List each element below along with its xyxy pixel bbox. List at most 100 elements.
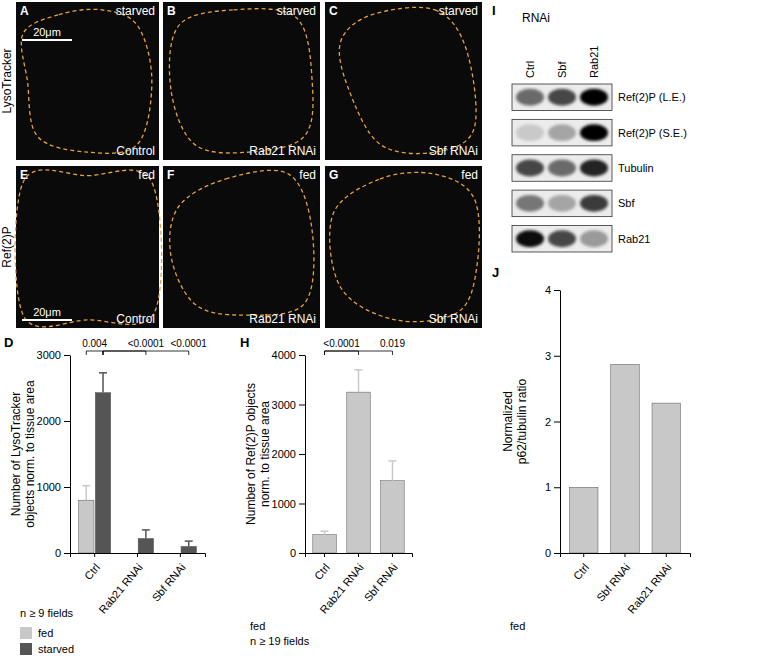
y-tick: 2000: [272, 448, 305, 460]
y-tick: 0: [290, 547, 305, 559]
blot-strip: [512, 119, 612, 146]
tissue-outline: [21, 9, 152, 153]
x-tick: Rab21 RNAi: [625, 553, 673, 616]
y-tick: 3000: [272, 399, 305, 411]
panel-label: D: [4, 335, 13, 350]
error-bar: [82, 486, 90, 501]
y-tick-mark: [554, 290, 560, 291]
blot-band: [516, 230, 544, 247]
y-tick-label: 1000: [272, 498, 296, 510]
y-tick-mark: [299, 355, 305, 356]
genotype-label: Control: [116, 312, 155, 326]
y-tick-label: 0: [55, 547, 61, 559]
blot-band: [548, 230, 576, 247]
scale-bar: [22, 39, 72, 41]
x-tick-label: Rab21 RNAi: [317, 561, 365, 616]
row-label: Ref(2)P (S.E.): [618, 127, 687, 139]
blot-band: [580, 195, 608, 212]
blot-band: [580, 89, 608, 106]
blot-band: [516, 160, 544, 177]
blot-band: [548, 195, 576, 212]
tissue-outline: [330, 172, 480, 321]
error-bar: [388, 461, 396, 481]
legend-label: fed: [38, 627, 53, 639]
panel-label: F: [167, 168, 174, 182]
x-axis: CtrlSbf RNAiRab21 RNAi: [561, 553, 691, 616]
image-panel: Efed Control 20μm: [15, 166, 162, 328]
x-tick: Sbf RNAi: [362, 553, 400, 604]
y-axis-line: [305, 356, 306, 554]
y-tick: 3000: [37, 349, 70, 361]
blot-band: [548, 160, 576, 177]
x-tick-mark: [666, 553, 667, 557]
blot-band: [516, 124, 544, 141]
panel-label: E: [20, 168, 28, 182]
error-bar-cap: [99, 372, 107, 374]
genotype-label: Rab21 RNAi: [249, 312, 316, 326]
scale-bar-label: 20μm: [33, 26, 61, 38]
bar: [138, 538, 153, 553]
error-bar: [142, 530, 150, 539]
y-axis: 0100020003000: [37, 349, 71, 559]
y-tick-label: 1: [545, 481, 551, 493]
y-axis-title: Number of LysoTracker: [9, 392, 23, 516]
y-tick-mark: [299, 405, 305, 406]
condition-label: starved: [116, 4, 155, 18]
x-tick-label: Sbf RNAi: [594, 561, 632, 603]
bar: [79, 500, 94, 553]
x-tick-mark: [94, 553, 95, 557]
bar: [181, 546, 196, 553]
x-tick: Rab21 RNAi: [317, 553, 365, 616]
y-tick: 2: [545, 416, 560, 428]
bar-chart: 01234CtrlSbf RNAiRab21 RNAiJNormalizedp6…: [492, 265, 691, 632]
x-tick-label: Sbf RNAi: [362, 561, 400, 603]
blot-strip: [512, 190, 612, 217]
bar: [313, 535, 336, 553]
row-label: Ref(2)P (L.E.): [618, 91, 686, 103]
panel-label: I: [492, 3, 496, 18]
lane-label: Rab21: [588, 46, 600, 78]
x-tick: Ctrl: [571, 553, 591, 582]
error-bar: [321, 531, 329, 534]
y-axis: 01234: [545, 284, 561, 559]
blot-title: RNAi: [522, 11, 550, 25]
x-tick-mark: [137, 553, 138, 557]
blot-strip: [512, 155, 612, 182]
genotype-label: Control: [116, 144, 155, 158]
x-tick: Sbf RNAi: [594, 553, 632, 604]
p-value: <0.0001: [171, 338, 208, 349]
y-tick-mark: [299, 553, 305, 554]
y-tick-mark: [554, 356, 560, 357]
x-tick: Sbf RNAi: [150, 553, 188, 604]
y-tick-label: 4: [545, 284, 551, 296]
y-tick-mark: [554, 487, 560, 488]
condition-label: fed: [138, 168, 155, 182]
error-bar: [185, 541, 193, 546]
x-tick-label: Sbf RNAi: [150, 561, 188, 603]
y-tick-label: 3000: [272, 399, 296, 411]
x-tick: Ctrl: [312, 553, 332, 582]
y-axis-title: Normalized: [501, 391, 515, 452]
y-tick-label: 3000: [37, 349, 61, 361]
genotype-label: Sbf RNAi: [429, 312, 478, 326]
significance-bracket: [325, 351, 393, 355]
x-tick-label: Rab21 RNAi: [96, 561, 144, 616]
error-bar: [99, 373, 107, 393]
x-tick-label: Ctrl: [312, 561, 332, 582]
bar: [569, 487, 597, 553]
scale-bar-label: 20μm: [33, 306, 61, 318]
x-tick-label: Rab21 RNAi: [625, 561, 673, 616]
significance-bracket: [86, 351, 103, 355]
row-label: Sbf: [618, 197, 635, 209]
x-tick-mark: [180, 553, 181, 557]
panel-label: J: [492, 265, 499, 280]
image-panel: FfedRab21 RNAi: [163, 166, 320, 328]
note: fed: [510, 620, 525, 632]
y-axis: 01000200030004000: [272, 349, 306, 559]
tissue-outline: [169, 9, 313, 153]
y-axis-title: objects norm. to tissue area: [23, 380, 37, 528]
error-bar-line: [358, 370, 360, 392]
error-bar: [355, 370, 363, 392]
p-value: <0.0001: [323, 338, 360, 349]
panel-label: A: [20, 4, 29, 18]
